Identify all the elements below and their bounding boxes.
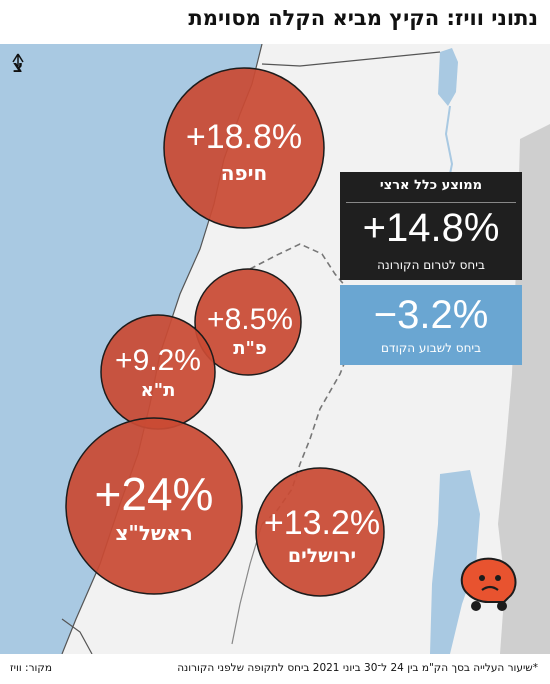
divider — [346, 202, 516, 203]
green-line — [231, 523, 263, 645]
source-credit: מקור: וויז — [10, 662, 52, 674]
city-name: ירושלים — [288, 545, 356, 567]
city-circle-rishon-lezion: +24% ראשל"צ — [65, 417, 243, 595]
city-value: +8.5% — [207, 303, 293, 336]
city-value: +9.2% — [115, 344, 201, 377]
city-name: פ"ת — [233, 338, 267, 359]
city-circle-tel-aviv: +9.2% ת"א — [100, 314, 216, 430]
pre-corona-value: +14.8% — [362, 206, 500, 250]
city-value: +13.2% — [264, 504, 380, 542]
page-title: נתוני וויז: הקיץ מביא הקלה מסוימת — [188, 6, 538, 30]
footnote: *שיעור העלייה בסך הק"מ בין 24 ל־30 ביוני… — [177, 662, 538, 674]
northern-border — [261, 51, 441, 67]
waze-logo-icon — [460, 557, 517, 611]
city-circle-haifa: +18.8% חיפה — [163, 67, 325, 229]
city-value: +24% — [95, 468, 214, 520]
prev-week-value: −3.2% — [373, 293, 489, 337]
dead-sea — [430, 470, 480, 654]
city-circle-petah-tikva: +8.5% פ"ת — [194, 268, 302, 376]
national-average-prev-week-box: −3.2% ביחס לשבוע הקודם — [340, 285, 522, 365]
city-name: ת"א — [141, 380, 176, 401]
city-name: ראשל"צ — [115, 521, 192, 545]
city-name: חיפה — [221, 161, 268, 185]
city-value: +18.8% — [186, 118, 302, 156]
sea-of-galilee — [438, 48, 458, 106]
national-average-pre-corona-box: ממוצע כלל ארצי +14.8% ביחס לטרום הקורונה — [340, 172, 522, 280]
pre-corona-label: ביחס לטרום הקורונה — [377, 258, 485, 272]
national-average-heading: ממוצע כלל ארצי — [379, 178, 483, 193]
prev-week-label: ביחס לשבוע הקודם — [380, 341, 482, 355]
gaza-border — [61, 618, 93, 654]
north-arrow-icon — [12, 53, 24, 66]
eastern-territory — [498, 124, 550, 654]
north-indicator: צ — [13, 57, 23, 76]
city-circle-jerusalem: +13.2% ירושלים — [255, 467, 385, 597]
